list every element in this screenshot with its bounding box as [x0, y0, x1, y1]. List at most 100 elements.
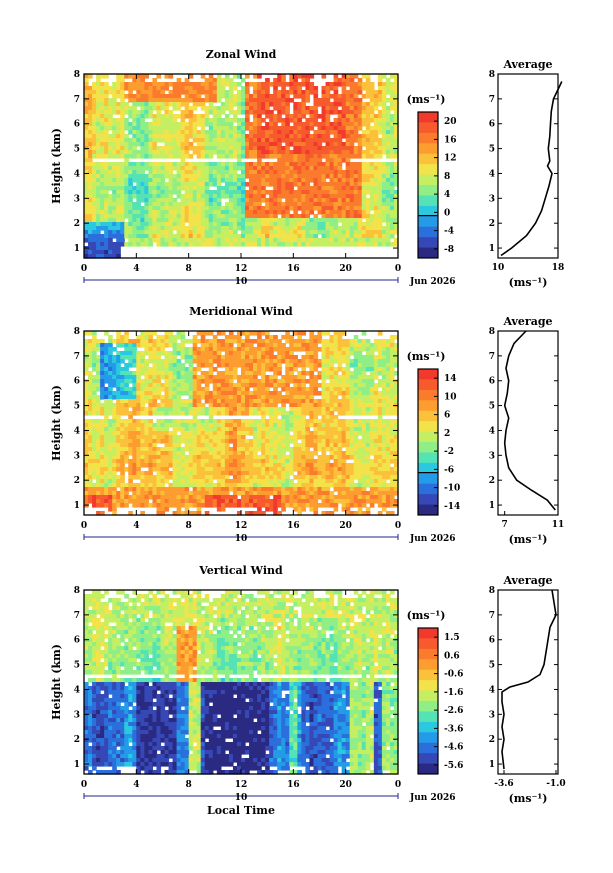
heatmap-cell — [120, 499, 125, 504]
heatmap-cell — [144, 495, 150, 500]
heatmap-cell — [204, 399, 210, 404]
heatmap-cell — [204, 503, 210, 508]
heatmap-cell — [188, 503, 194, 508]
heatmap-cell — [329, 222, 335, 227]
heatmap-cell — [120, 122, 125, 127]
heatmap-cell — [212, 162, 218, 167]
heatmap-cell — [200, 126, 206, 131]
heatmap-cell — [345, 154, 351, 159]
heatmap-cell — [132, 126, 137, 131]
heatmap-cell — [389, 118, 395, 123]
heatmap-cell — [241, 447, 246, 452]
heatmap-cell — [152, 142, 158, 147]
heatmap-cell — [257, 230, 262, 235]
heatmap-cell — [228, 467, 234, 472]
heatmap-cell — [333, 198, 339, 203]
heatmap-cell — [220, 507, 226, 512]
heatmap-cell — [124, 186, 129, 191]
heatmap-cell — [216, 78, 222, 83]
heatmap-cell — [116, 463, 121, 468]
heatmap-cell — [212, 427, 218, 432]
heatmap-cell — [325, 226, 331, 231]
heatmap-cell — [132, 166, 137, 171]
heatmap-cell — [132, 419, 137, 424]
heatmap-cell — [100, 483, 105, 488]
heatmap-cell — [116, 210, 121, 215]
heatmap-cell — [172, 146, 178, 151]
heatmap-cell — [277, 242, 282, 247]
heatmap-cell — [116, 395, 121, 400]
heatmap-cell — [144, 367, 150, 372]
heatmap-cell — [253, 463, 258, 468]
heatmap-cell — [196, 443, 202, 448]
heatmap-cell — [232, 395, 238, 400]
heatmap-cell — [120, 459, 125, 464]
heatmap-cell — [228, 427, 234, 432]
heatmap-cell — [176, 130, 182, 135]
heatmap-cell — [112, 367, 117, 372]
heatmap-cell — [365, 82, 371, 87]
heatmap-cell — [188, 106, 194, 111]
heatmap-cell — [136, 447, 141, 452]
heatmap-cell — [176, 463, 182, 468]
heatmap-cell — [92, 102, 97, 107]
heatmap-cell — [232, 118, 238, 123]
heatmap-cell — [220, 375, 226, 380]
heatmap-cell — [253, 226, 258, 231]
heatmap-cell — [301, 158, 307, 163]
heatmap-cell — [245, 150, 250, 155]
heatmap-cell — [184, 86, 190, 91]
heatmap-cell — [164, 439, 170, 444]
heatmap-cell — [84, 174, 89, 179]
heatmap-cell — [168, 202, 174, 207]
heatmap-cell — [192, 391, 198, 396]
heatmap-cell — [216, 206, 222, 211]
heatmap-cell — [180, 102, 186, 107]
heatmap-cell — [156, 451, 162, 456]
heatmap-cell — [333, 94, 339, 99]
heatmap-cell — [385, 194, 391, 199]
heatmap-cell — [212, 475, 218, 480]
heatmap-cell — [168, 411, 174, 416]
heatmap-cell — [192, 411, 198, 416]
heatmap-cell — [232, 339, 238, 344]
heatmap-cell — [108, 142, 113, 147]
heatmap-cell — [261, 186, 266, 191]
heatmap-cell — [136, 90, 141, 95]
heatmap-cell — [337, 194, 343, 199]
heatmap-cell — [377, 178, 383, 183]
heatmap-cell — [349, 74, 355, 79]
heatmap-cell — [305, 214, 311, 219]
heatmap-cell — [92, 439, 97, 444]
heatmap-cell — [132, 391, 137, 396]
heatmap-cell — [297, 206, 302, 211]
heatmap-cell — [200, 102, 206, 107]
heatmap-cell — [104, 130, 109, 135]
heatmap-cell — [265, 98, 270, 103]
heatmap-cell — [176, 126, 182, 131]
heatmap-cell — [152, 359, 158, 364]
heatmap-cell — [168, 90, 174, 95]
heatmap-cell — [128, 122, 133, 127]
heatmap-cell — [381, 118, 387, 123]
heatmap-cell — [277, 90, 282, 95]
heatmap-cell — [232, 427, 238, 432]
heatmap-cell — [160, 507, 166, 512]
heatmap-cell — [373, 90, 379, 95]
heatmap-cell — [104, 395, 109, 400]
heatmap-cell — [148, 150, 154, 155]
heatmap-cell — [241, 339, 246, 344]
heatmap-cell — [261, 110, 266, 115]
heatmap-cell — [188, 391, 194, 396]
heatmap-cell — [148, 435, 154, 440]
heatmap-cell — [156, 447, 162, 452]
heatmap-cell — [341, 86, 347, 91]
heatmap-cell — [84, 459, 89, 464]
heatmap-cell — [100, 138, 105, 143]
heatmap-cell — [212, 499, 218, 504]
heatmap-cell — [216, 351, 222, 356]
heatmap-cell — [204, 487, 210, 492]
heatmap-cell — [104, 134, 109, 139]
heatmap-cell — [152, 218, 158, 223]
heatmap-cell — [317, 126, 323, 131]
